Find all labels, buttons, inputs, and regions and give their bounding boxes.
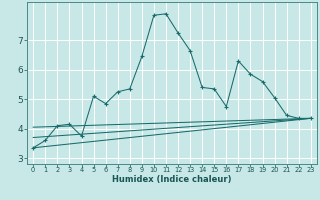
X-axis label: Humidex (Indice chaleur): Humidex (Indice chaleur)	[112, 175, 232, 184]
